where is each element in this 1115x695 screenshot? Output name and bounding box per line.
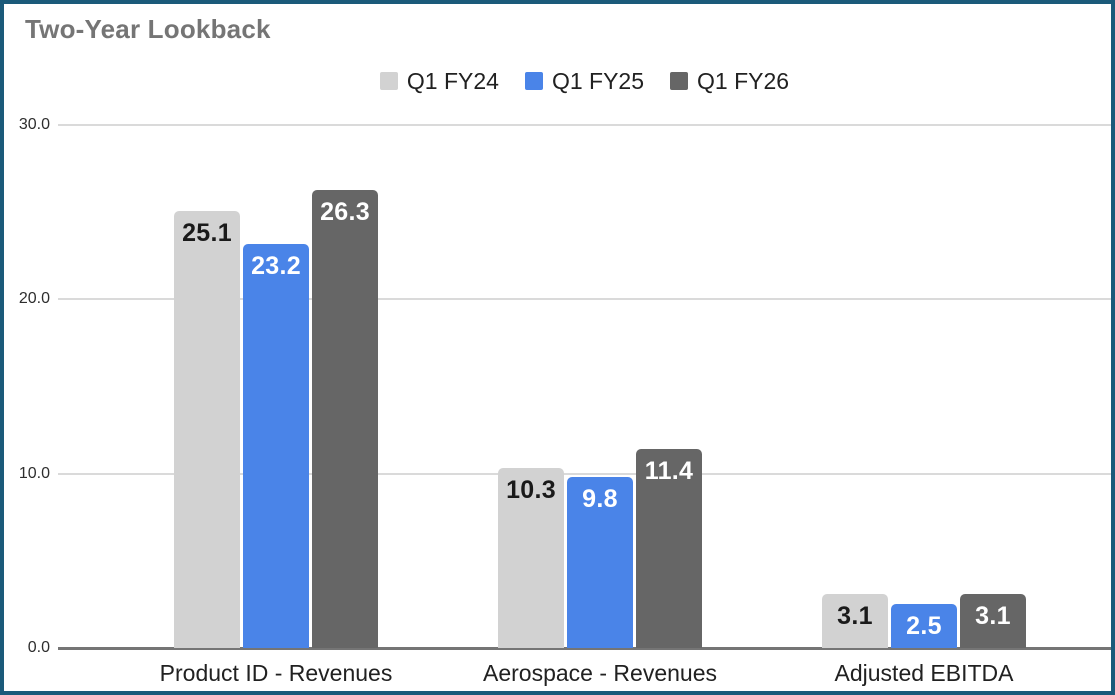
gridline [58,124,1111,127]
bar-value-label: 11.4 [644,457,694,485]
bar-q1-fy25: 23.2 [243,244,309,648]
bar-value-label: 3.1 [975,602,1011,630]
y-axis-tick-label: 0.0 [27,639,50,656]
bar-q1-fy26: 3.1 [960,594,1026,648]
x-axis-line [58,647,1111,650]
legend-swatch-icon [524,72,543,90]
legend-label: Q1 FY26 [697,67,790,94]
bar-q1-fy24: 25.1 [174,211,240,648]
legend-item-q1-fy26: Q1 FY26 [670,68,789,95]
bar-q1-fy25: 9.8 [567,477,633,648]
chart-title: Two-Year Lookback [25,14,271,44]
legend-item-q1-fy25: Q1 FY25 [524,67,645,95]
legend-swatch-icon [670,72,689,90]
legend: Q1 FY24 Q1 FY25 Q1 FY26 [58,66,1111,96]
bar-value-label: 2.5 [906,612,942,640]
bar-value-label: 23.2 [251,252,301,280]
legend-label: Q1 FY25 [551,67,645,94]
bar-value-label: 26.3 [320,198,370,226]
plot-area: 0.0 10.0 20.0 30.0 25.1 23.2 26.3 Product ID - … [4,4,1111,691]
gridline [58,298,1111,301]
bar-q1-fy26: 26.3 [312,190,378,648]
bar-q1-fy24: 3.1 [822,594,888,648]
y-axis-tick-label: 20.0 [18,290,50,308]
bar-q1-fy26: 11.4 [636,449,702,648]
y-axis-tick-label: 10.0 [18,464,50,482]
legend-label: Q1 FY24 [406,67,499,94]
bar-value-label: 3.1 [837,602,873,630]
bar-value-label: 25.1 [182,219,232,247]
x-axis-category-label: Aerospace - Revenues [483,660,717,686]
bar-q1-fy25: 2.5 [891,604,957,648]
x-axis-category-label: Adjusted EBITDA [834,660,1014,686]
bar-q1-fy24: 10.3 [498,468,564,648]
legend-item-q1-fy24: Q1 FY24 [379,67,499,95]
gridline [58,472,1111,475]
bar-value-label: 9.8 [582,485,618,513]
y-axis-tick-label: 30.0 [18,116,50,134]
bar-value-label: 10.3 [506,476,556,504]
legend-swatch-icon [379,72,398,90]
x-axis-category-label: Product ID - Revenues [159,660,393,686]
